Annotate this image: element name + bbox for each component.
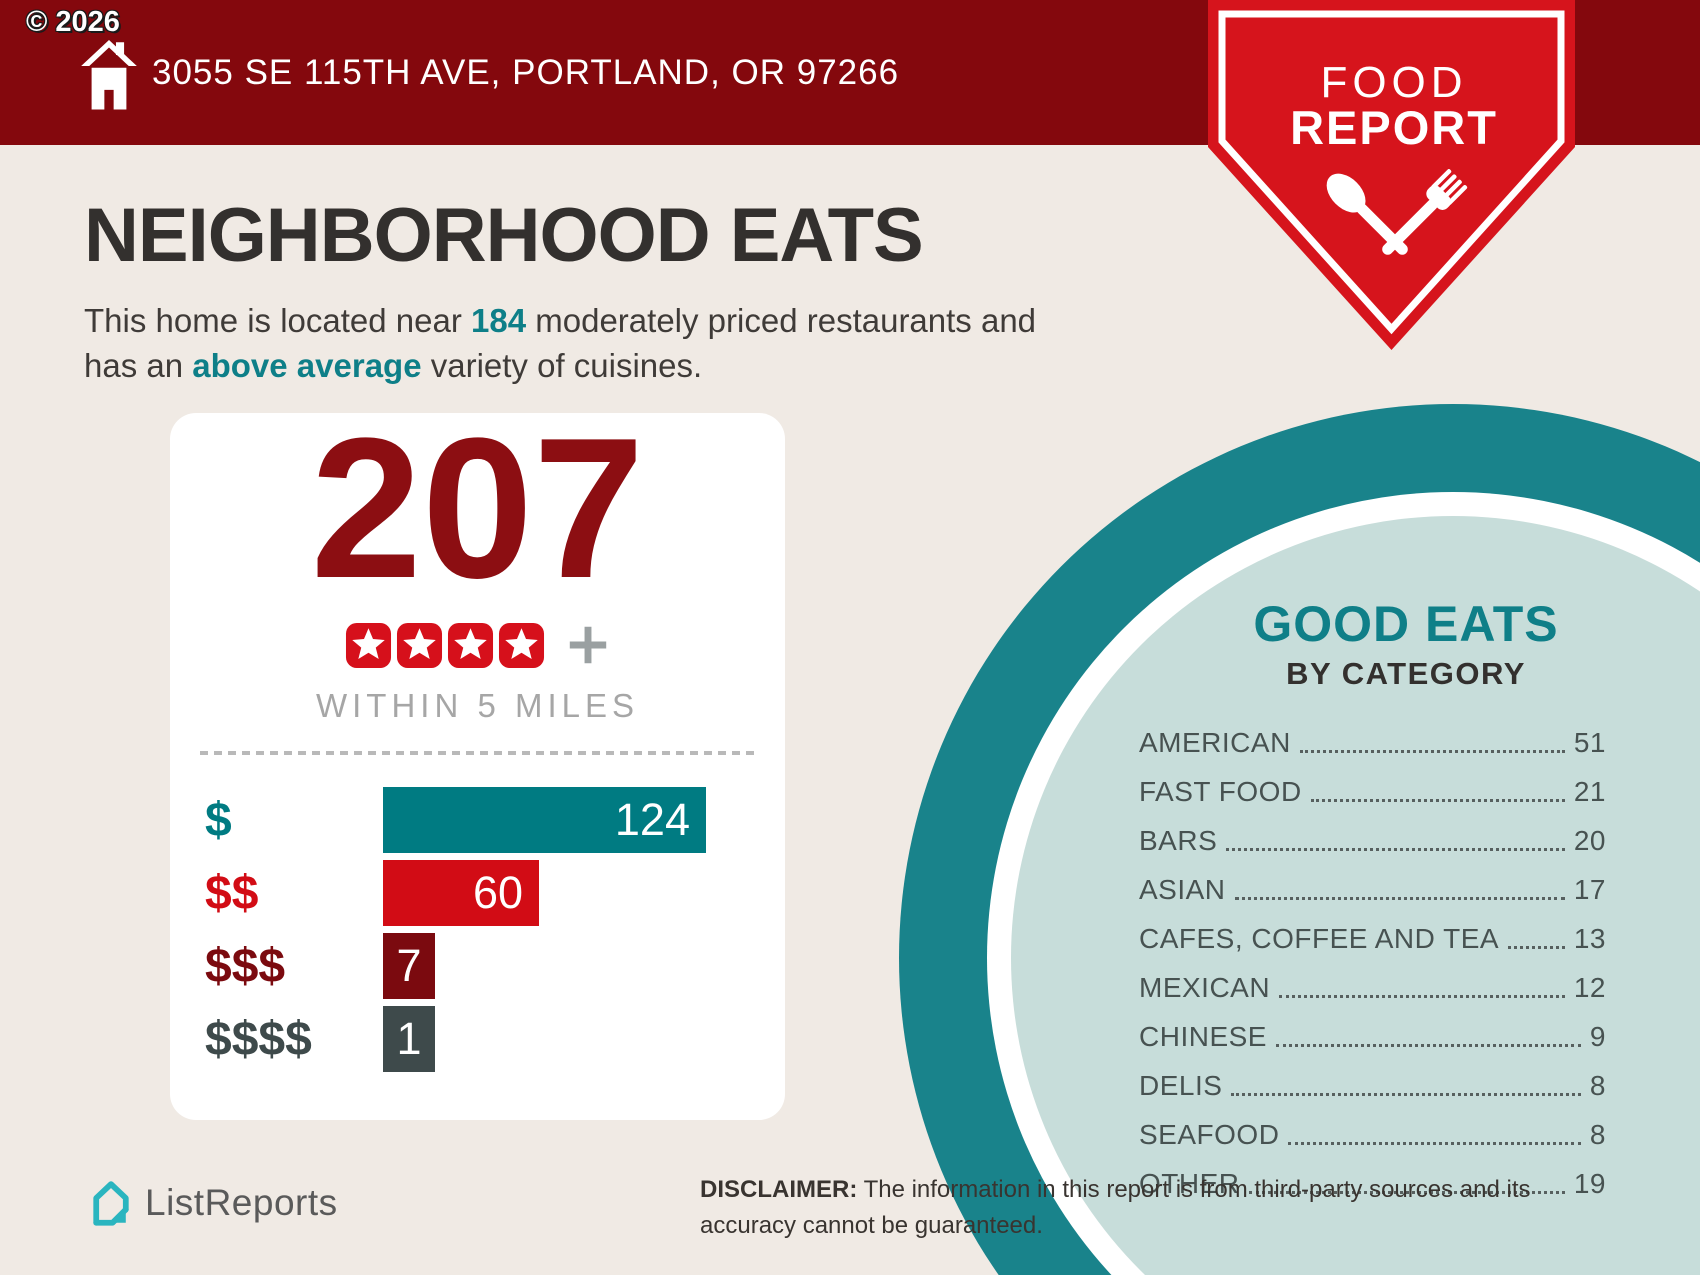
disclaimer-label: DISCLAIMER: bbox=[700, 1176, 858, 1203]
category-row: BARS 20 bbox=[1139, 808, 1606, 857]
bar-row: $$$$ 1 bbox=[170, 1006, 785, 1072]
copyright-watermark: © 2026 bbox=[26, 6, 120, 38]
category-label: OTHER bbox=[1139, 1167, 1240, 1199]
star-rating bbox=[170, 621, 785, 669]
category-label: MEXICAN bbox=[1139, 971, 1271, 1003]
category-row: OTHER 19 bbox=[1139, 1151, 1606, 1200]
category-value: 8 bbox=[1589, 1118, 1606, 1150]
category-value: 20 bbox=[1573, 824, 1606, 856]
bar: 1 bbox=[383, 1006, 435, 1072]
category-row: SEAFOOD 8 bbox=[1139, 1102, 1606, 1151]
bar-value: 124 bbox=[614, 794, 690, 845]
disclaimer-line1: The information in this report is from t… bbox=[857, 1176, 1531, 1203]
category-row: AMERICAN 51 bbox=[1139, 710, 1606, 759]
star-icon bbox=[345, 622, 391, 668]
bar: 7 bbox=[383, 933, 435, 999]
property-address: 3055 SE 115TH AVE, PORTLAND, OR 97266 bbox=[152, 52, 900, 92]
good-eats-header: GOOD EATS BY CATEGORY bbox=[1150, 595, 1662, 692]
category-row: CAFES, COFFEE AND TEA 13 bbox=[1139, 906, 1606, 955]
intro-paragraph: This home is located near 184 moderately… bbox=[84, 298, 1036, 388]
category-value: 12 bbox=[1573, 971, 1606, 1003]
bar-row: $$ 60 bbox=[170, 860, 785, 926]
disclaimer: DISCLAIMER: The information in this repo… bbox=[700, 1172, 1531, 1244]
category-value: 17 bbox=[1573, 873, 1606, 905]
category-label: CAFES, COFFEE AND TEA bbox=[1139, 922, 1500, 954]
category-list: AMERICAN 51 FAST FOOD 21 BARS 20 ASIAN 17 CAFES,… bbox=[1139, 710, 1606, 1200]
price-tier-label: $$$$ bbox=[205, 1012, 312, 1066]
restaurant-count: 207 bbox=[310, 397, 645, 620]
category-label: DELIS bbox=[1139, 1069, 1223, 1101]
banner-line2: REPORT bbox=[1290, 101, 1498, 154]
category-value: 8 bbox=[1589, 1069, 1606, 1101]
good-eats-title: GOOD EATS bbox=[1253, 596, 1559, 652]
listreports-logo: ListReports bbox=[88, 1178, 338, 1228]
category-label: AMERICAN bbox=[1139, 726, 1291, 758]
accent-text: 184 bbox=[471, 302, 527, 339]
food-report-banner: FOOD REPORT bbox=[1208, 0, 1575, 350]
category-label: FAST FOOD bbox=[1139, 775, 1302, 807]
listreports-wordmark: ListReports bbox=[145, 1182, 338, 1223]
accent-text: above average bbox=[192, 347, 422, 384]
category-value: 21 bbox=[1573, 775, 1606, 807]
category-value: 19 bbox=[1573, 1167, 1606, 1199]
radius-label: WITHIN 5 MILES bbox=[315, 687, 640, 724]
category-label: ASIAN bbox=[1139, 873, 1226, 905]
dotted-leader bbox=[1234, 897, 1565, 900]
category-label: CHINESE bbox=[1139, 1020, 1267, 1052]
dotted-leader bbox=[1299, 750, 1565, 753]
dotted-leader bbox=[1231, 1093, 1581, 1096]
crossed-spoon-fork-icon bbox=[1326, 169, 1468, 255]
dotted-leader bbox=[1248, 1191, 1565, 1194]
category-row: CHINESE 9 bbox=[1139, 1004, 1606, 1053]
dotted-leader bbox=[1275, 1044, 1581, 1047]
category-row: FAST FOOD 21 bbox=[1139, 759, 1606, 808]
bar: 124 bbox=[383, 787, 706, 853]
category-label: SEAFOOD bbox=[1139, 1118, 1280, 1150]
intro-line: has an above average variety of cuisines… bbox=[84, 343, 1036, 388]
plain-text: This home is located near bbox=[84, 302, 472, 339]
star-icon bbox=[447, 622, 493, 668]
banner-line1: FOOD bbox=[1320, 58, 1467, 107]
plain-text: has an bbox=[84, 347, 193, 384]
category-value: 13 bbox=[1573, 922, 1606, 954]
bar-row: $$$ 7 bbox=[170, 933, 785, 999]
star-icon bbox=[498, 622, 544, 668]
restaurant-count-card: 207 WITHIN 5 MILES $124 $$ 60 $$$ 7 $$$$ 1 bbox=[170, 397, 785, 1120]
category-row: ASIAN 17 bbox=[1139, 857, 1606, 906]
bar: 60 bbox=[383, 860, 539, 926]
price-tier-label: $$ bbox=[205, 866, 259, 920]
home-icon bbox=[81, 39, 137, 110]
price-tier-bar-chart: $124 $$ 60 $$$ 7 $$$$ 1 bbox=[170, 787, 785, 1072]
bar-value: 1 bbox=[396, 1013, 422, 1064]
category-label: BARS bbox=[1139, 824, 1218, 856]
dotted-leader bbox=[1279, 995, 1565, 998]
dotted-leader bbox=[1508, 946, 1565, 949]
listreports-house-icon bbox=[93, 1181, 129, 1226]
category-row: MEXICAN 12 bbox=[1139, 955, 1606, 1004]
page-title: NEIGHBORHOOD EATS bbox=[84, 193, 924, 278]
dashed-divider bbox=[200, 751, 755, 755]
plus-icon bbox=[569, 626, 606, 664]
category-row: DELIS 8 bbox=[1139, 1053, 1606, 1102]
dotted-leader bbox=[1310, 799, 1565, 802]
price-tier-label: $$$ bbox=[205, 939, 286, 993]
intro-line: This home is located near 184 moderately… bbox=[84, 298, 1036, 343]
bar-row: $124 bbox=[170, 787, 785, 853]
category-value: 9 bbox=[1589, 1020, 1606, 1052]
bar-value: 7 bbox=[396, 940, 422, 991]
good-eats-subtitle: BY CATEGORY bbox=[1286, 656, 1526, 691]
dotted-leader bbox=[1226, 848, 1565, 851]
plain-text: variety of cuisines. bbox=[421, 347, 703, 384]
price-tier-label: $ bbox=[205, 793, 232, 847]
category-value: 51 bbox=[1573, 726, 1606, 758]
plain-text: moderately priced restaurants and bbox=[526, 302, 1037, 339]
star-icon bbox=[396, 622, 442, 668]
disclaimer-line2: accuracy cannot be guaranteed. bbox=[700, 1212, 1043, 1239]
bar-value: 60 bbox=[472, 867, 523, 918]
dotted-leader bbox=[1288, 1142, 1581, 1145]
